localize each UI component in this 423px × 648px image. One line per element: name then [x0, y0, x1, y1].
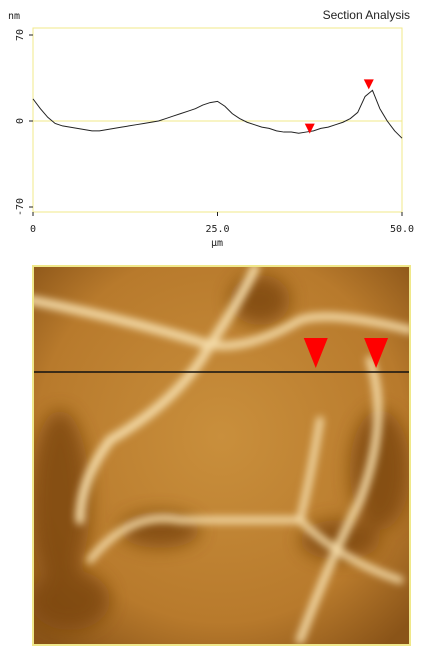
x-tick-label: 25.0: [205, 224, 229, 235]
image-frame: [32, 265, 411, 646]
y-tick-label: 70: [15, 29, 26, 41]
image-marker: [364, 338, 389, 368]
x-axis-label: µm: [211, 238, 223, 249]
y-tick-label: 0: [15, 118, 26, 124]
title: Section Analysis: [323, 8, 410, 22]
profile-line: [32, 89, 403, 139]
y-tick-label: -70: [15, 198, 26, 216]
x-tick-label: 0: [30, 224, 36, 235]
section-marker: [363, 79, 374, 90]
section-marker: [304, 123, 315, 134]
image-marker: [303, 338, 328, 368]
x-tick-label: 50.0: [390, 224, 414, 235]
afm-image: [33, 266, 410, 645]
y-axis-label: nm: [8, 11, 20, 22]
